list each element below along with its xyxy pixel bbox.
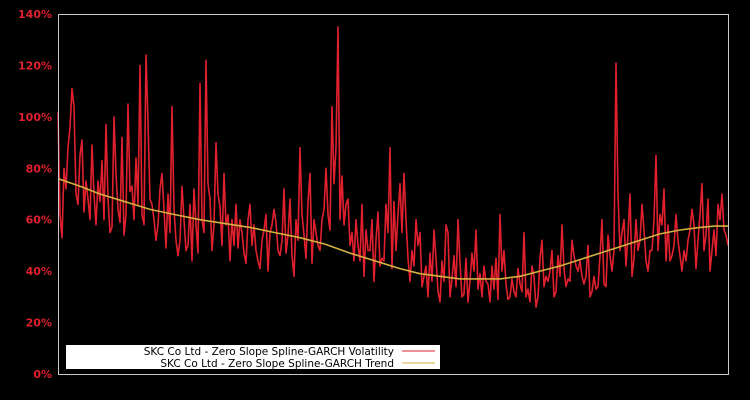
y-tick-label: 80% [26,162,52,175]
y-tick-label: 20% [26,317,52,330]
trend-line [57,177,728,280]
y-tick-label: 100% [18,111,52,124]
volatility-line [57,26,729,308]
plot-frame [58,14,729,375]
y-tick-label: 0% [33,368,52,381]
legend: SKC Co Ltd - Zero Slope Spline-GARCH Vol… [66,345,440,370]
legend-label-trend: SKC Co Ltd - Zero Slope Spline-GARCH Tre… [160,358,394,370]
y-tick-label: 40% [26,265,52,278]
series-layer [57,26,729,308]
legend-label-volatility: SKC Co Ltd - Zero Slope Spline-GARCH Vol… [144,346,394,358]
legend-box [66,345,440,369]
y-tick-label: 60% [26,214,52,227]
y-tick-label: 120% [18,59,52,72]
y-axis-ticks: 0% 20% 40% 60% 80% 100% 120% 140% [18,8,52,381]
y-tick-label: 140% [18,8,52,21]
